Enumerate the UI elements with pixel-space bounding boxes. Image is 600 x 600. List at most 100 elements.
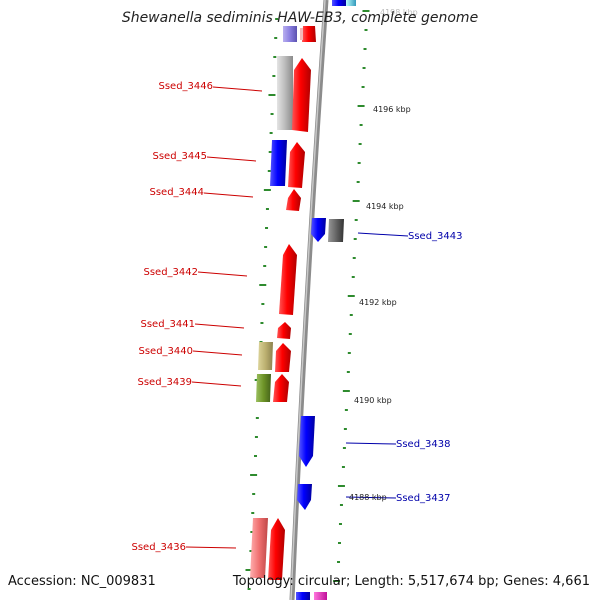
tick-dash bbox=[270, 113, 274, 115]
feature-partial-red-top bbox=[302, 26, 316, 42]
gene-label-ssed-3441: Ssed_3441 bbox=[140, 319, 195, 330]
tick-dash bbox=[338, 523, 342, 525]
tick-dash bbox=[245, 569, 253, 571]
tick-dash bbox=[362, 10, 370, 12]
gene-label-ssed-3445: Ssed_3445 bbox=[152, 151, 207, 162]
feature-blue-3445 bbox=[270, 140, 287, 186]
tick-dash bbox=[339, 504, 343, 506]
tick-dash bbox=[353, 238, 357, 240]
scale-label: 4192 kbp bbox=[359, 298, 397, 307]
tick-dash bbox=[274, 37, 278, 39]
genome-summary-text: Topology: circular; Length: 5,517,674 bp… bbox=[232, 574, 590, 589]
feature-partial-lavender bbox=[283, 26, 297, 42]
genome-backbone-highlight bbox=[290, 0, 326, 600]
tick-dash bbox=[269, 132, 273, 134]
feature-olive-3439 bbox=[256, 374, 271, 402]
tick-dash bbox=[265, 227, 269, 229]
tick-dash bbox=[333, 580, 341, 582]
tick-dash bbox=[347, 295, 355, 297]
tick-dash bbox=[351, 276, 355, 278]
gene-arrow-ssed-3439 bbox=[273, 374, 289, 402]
tick-dash bbox=[268, 94, 276, 96]
feature-partial-bottom-magenta bbox=[314, 592, 327, 600]
tick-dash bbox=[267, 170, 271, 172]
gene-label-ssed-3446: Ssed_3446 bbox=[158, 81, 213, 92]
tick-dash bbox=[348, 333, 352, 335]
tick-dash bbox=[268, 151, 272, 153]
scale-label: 4188 kbp bbox=[349, 493, 387, 502]
tick-dash bbox=[341, 466, 345, 468]
tick-dash bbox=[354, 219, 358, 221]
tick-dash bbox=[251, 512, 255, 514]
tick-dash bbox=[352, 200, 360, 202]
tick-dash bbox=[252, 493, 256, 495]
feature-partial-top-cyan bbox=[346, 0, 356, 6]
gene-arrow-ssed-3441 bbox=[277, 322, 291, 339]
tick-dash bbox=[263, 189, 271, 191]
feature-pink-3436 bbox=[250, 518, 268, 578]
tick-dash bbox=[361, 86, 365, 88]
label-leaders bbox=[185, 86, 409, 549]
tick-dash bbox=[250, 474, 258, 476]
tick-dash bbox=[337, 561, 341, 563]
scale-label: 4196 kbp bbox=[373, 105, 411, 114]
gene-arrow-ssed-3445 bbox=[288, 142, 305, 188]
accession-text: Accession: NC_009831 bbox=[8, 574, 156, 589]
tick-dash bbox=[265, 208, 269, 210]
tick-dash bbox=[261, 303, 265, 305]
tick-dash bbox=[347, 352, 351, 354]
gene-label-ssed-3442: Ssed_3442 bbox=[143, 267, 198, 278]
scale-label: 4194 kbp bbox=[366, 202, 404, 211]
page-title: Shewanella sediminis HAW-EB3, complete g… bbox=[121, 10, 479, 26]
tick-dash bbox=[357, 162, 361, 164]
tick-dash bbox=[337, 542, 341, 544]
feature-partial-top-blue bbox=[332, 0, 346, 6]
tick-dash bbox=[254, 436, 258, 438]
gene-label-ssed-3439: Ssed_3439 bbox=[137, 377, 192, 388]
tick-dash bbox=[363, 48, 367, 50]
tick-dash bbox=[342, 390, 350, 392]
gene-arrow-ssed-3444 bbox=[286, 189, 301, 211]
gene-arrow-ssed-3442 bbox=[279, 244, 297, 315]
gene-arrow-ssed-3438 bbox=[299, 416, 315, 467]
tick-dash bbox=[255, 417, 259, 419]
tick-dash bbox=[356, 181, 360, 183]
gene-arrow-ssed-3436 bbox=[268, 518, 285, 580]
gene-label-ssed-3438: Ssed_3438 bbox=[396, 439, 451, 450]
tick-dash bbox=[249, 550, 253, 552]
gene-label-ssed-3437: Ssed_3437 bbox=[396, 493, 451, 504]
gene-arrow-ssed-3437 bbox=[297, 484, 312, 510]
gene-label-ssed-3440: Ssed_3440 bbox=[138, 346, 193, 357]
scale-label: 4198 kbp bbox=[380, 8, 418, 17]
gene-arrow-ssed-3440 bbox=[275, 343, 291, 372]
tick-dash bbox=[273, 56, 277, 58]
tick-dash bbox=[344, 409, 348, 411]
tick-dash bbox=[349, 314, 353, 316]
gene-arrow-ssed-3446 bbox=[292, 58, 311, 132]
feature-tan-3440 bbox=[258, 342, 273, 370]
tick-dash bbox=[358, 143, 362, 145]
feature-partial-pink-top bbox=[300, 28, 303, 40]
tick-dash bbox=[254, 455, 258, 457]
tick-dash bbox=[272, 75, 276, 77]
scale-label: 4190 kbp bbox=[354, 396, 392, 405]
tick-dash bbox=[259, 284, 267, 286]
genome-backbone bbox=[289, 0, 329, 600]
tick-dash bbox=[362, 67, 366, 69]
tick-dash bbox=[357, 105, 365, 107]
tick-dash bbox=[275, 18, 279, 20]
tick-dash bbox=[260, 322, 264, 324]
gene-arrow-ssed-3443 bbox=[311, 218, 326, 242]
gene-label-ssed-3443: Ssed_3443 bbox=[408, 231, 463, 242]
tick-marks bbox=[245, 10, 370, 590]
tick-dash bbox=[346, 371, 350, 373]
tick-dash bbox=[337, 485, 345, 487]
gene-label-ssed-3444: Ssed_3444 bbox=[149, 187, 204, 198]
tick-dash bbox=[352, 257, 356, 259]
tick-dash bbox=[342, 447, 346, 449]
tick-dash bbox=[263, 265, 267, 267]
tick-dash bbox=[364, 29, 368, 31]
gene-label-ssed-3436: Ssed_3436 bbox=[131, 542, 186, 553]
tick-dash bbox=[264, 246, 268, 248]
